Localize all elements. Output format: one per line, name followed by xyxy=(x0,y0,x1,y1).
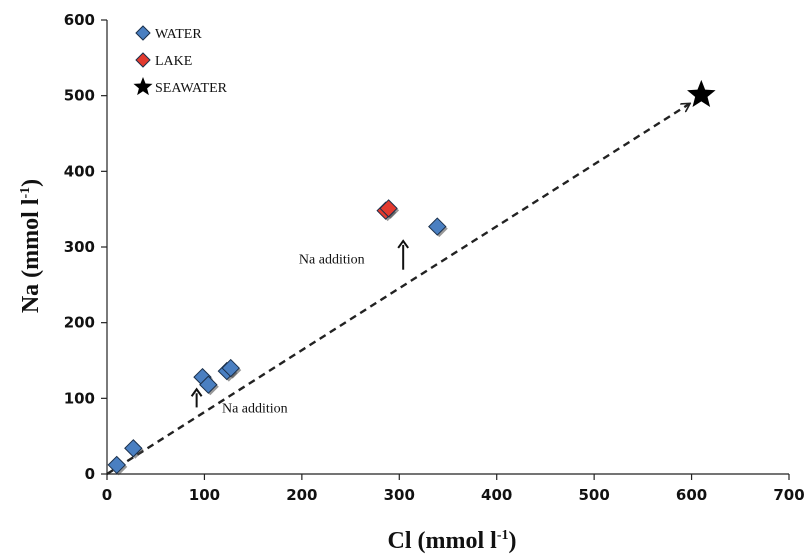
annotation-arrowhead xyxy=(190,387,203,397)
y-axis-title: Na (mmol l-1) xyxy=(18,179,44,313)
water-point xyxy=(199,375,218,394)
plot-area: 0 100 200 300 400 500 600 0 100 200 300 400 500 600 70… xyxy=(64,11,805,504)
x-tick-label: 200 xyxy=(286,486,317,504)
x-tick-label: 0 xyxy=(102,486,112,504)
y-tick-label: 600 xyxy=(64,11,95,29)
y-tick-label: 100 xyxy=(64,389,95,407)
water-point xyxy=(428,217,447,236)
water-point xyxy=(124,439,143,458)
y-tick-label: 300 xyxy=(64,238,95,256)
y-axis-title-sup: -1 xyxy=(18,187,33,199)
legend: WATER LAKE SEAWATER xyxy=(133,25,228,96)
seawater-point xyxy=(687,79,716,108)
x-tick-label: 100 xyxy=(189,486,220,504)
annotation-label: Na addition xyxy=(299,252,365,267)
x-tick-label: 300 xyxy=(384,486,415,504)
y-tick-label: 500 xyxy=(64,87,95,105)
water-point xyxy=(221,358,240,378)
legend-water-label: WATER xyxy=(155,27,202,42)
x-axis-title-end: ) xyxy=(508,528,516,554)
legend-water-symbol xyxy=(135,25,151,41)
annotation-arrowhead xyxy=(397,239,409,249)
y-tick-label: 0 xyxy=(85,465,95,483)
water-point xyxy=(107,455,126,475)
lake-point xyxy=(379,199,398,218)
annotation-label: Na addition xyxy=(222,401,288,416)
x-axis-title: Cl (mmol l-1) xyxy=(388,528,517,554)
legend-lake-label: LAKE xyxy=(155,54,192,69)
x-tick-label: 600 xyxy=(676,486,707,504)
x-tick-label: 500 xyxy=(578,486,609,504)
x-tick-label: 700 xyxy=(773,486,804,504)
legend-seawater-label: SEAWATER xyxy=(155,81,228,96)
legend-seawater-symbol xyxy=(133,77,153,96)
x-tick-label: 400 xyxy=(481,486,512,504)
mixing-line xyxy=(106,104,689,476)
x-axis-title-sup: -1 xyxy=(497,528,509,543)
legend-lake-symbol xyxy=(135,52,151,68)
y-tick-label: 400 xyxy=(64,162,95,180)
y-tick-label: 200 xyxy=(64,314,95,332)
y-axis-title-end: ) xyxy=(18,179,44,187)
